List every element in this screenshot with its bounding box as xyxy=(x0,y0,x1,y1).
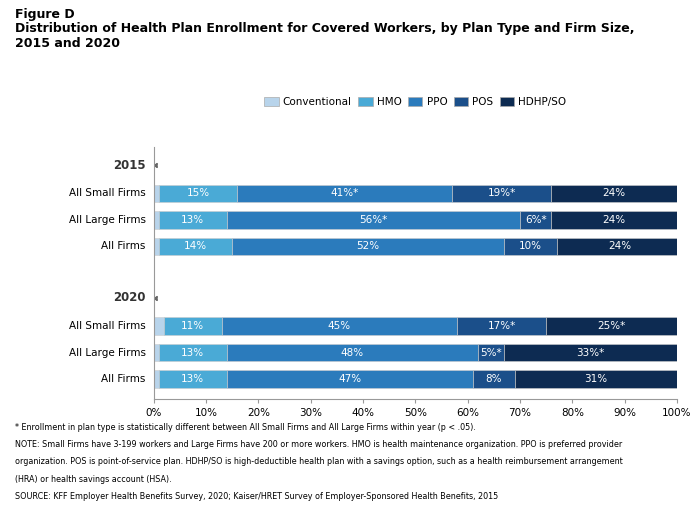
Text: 5%*: 5%* xyxy=(480,348,502,358)
Bar xyxy=(159,344,227,361)
Bar xyxy=(154,371,159,388)
Text: 8%: 8% xyxy=(486,374,502,384)
Bar xyxy=(159,371,227,388)
Bar xyxy=(515,371,677,388)
Text: 2020: 2020 xyxy=(113,291,146,304)
Text: 25%*: 25%* xyxy=(597,321,625,331)
Text: 24%: 24% xyxy=(602,215,626,225)
Text: 47%: 47% xyxy=(339,374,362,384)
Bar xyxy=(154,238,159,255)
Text: 52%: 52% xyxy=(357,242,380,251)
Text: 13%: 13% xyxy=(181,215,205,225)
Text: 31%: 31% xyxy=(584,374,607,384)
Bar xyxy=(154,185,159,202)
Bar xyxy=(227,371,473,388)
Bar xyxy=(452,185,551,202)
Text: 24%: 24% xyxy=(608,242,631,251)
Text: 11%: 11% xyxy=(181,321,205,331)
Text: All Firms: All Firms xyxy=(101,242,146,251)
Text: 19%*: 19%* xyxy=(488,188,516,198)
Bar xyxy=(154,344,159,361)
Text: 56%*: 56%* xyxy=(359,215,387,225)
Bar xyxy=(520,212,551,228)
Text: 10%: 10% xyxy=(519,242,542,251)
Bar xyxy=(478,344,504,361)
Bar xyxy=(154,318,164,334)
Bar xyxy=(164,318,222,334)
Text: 41%*: 41%* xyxy=(331,188,359,198)
Text: 24%: 24% xyxy=(602,188,626,198)
Bar xyxy=(457,318,546,334)
Bar xyxy=(237,185,452,202)
Text: 45%: 45% xyxy=(328,321,351,331)
Bar xyxy=(227,344,478,361)
Text: * Enrollment in plan type is statistically different between All Small Firms and: * Enrollment in plan type is statistical… xyxy=(15,423,476,432)
Bar xyxy=(227,212,520,228)
Text: 33%*: 33%* xyxy=(577,348,604,358)
Text: Figure D: Figure D xyxy=(15,8,75,21)
Bar xyxy=(159,212,227,228)
Bar xyxy=(504,238,557,255)
Legend: Conventional, HMO, PPO, POS, HDHP/SO: Conventional, HMO, PPO, POS, HDHP/SO xyxy=(260,93,571,111)
Text: (HRA) or health savings account (HSA).: (HRA) or health savings account (HSA). xyxy=(15,475,172,484)
Text: 17%*: 17%* xyxy=(488,321,516,331)
Bar xyxy=(159,185,237,202)
Bar xyxy=(154,212,159,228)
Text: 48%: 48% xyxy=(341,348,364,358)
Text: 2015 and 2020: 2015 and 2020 xyxy=(15,37,120,50)
Text: NOTE: Small Firms have 3-199 workers and Large Firms have 200 or more workers. H: NOTE: Small Firms have 3-199 workers and… xyxy=(15,440,623,449)
Text: 13%: 13% xyxy=(181,374,205,384)
Bar xyxy=(473,371,515,388)
Text: 13%: 13% xyxy=(181,348,205,358)
Text: All Small Firms: All Small Firms xyxy=(69,321,146,331)
Text: All Large Firms: All Large Firms xyxy=(68,348,146,358)
Text: Distribution of Health Plan Enrollment for Covered Workers, by Plan Type and Fir: Distribution of Health Plan Enrollment f… xyxy=(15,22,635,35)
Text: All Small Firms: All Small Firms xyxy=(69,188,146,198)
Bar xyxy=(551,212,677,228)
Text: 14%: 14% xyxy=(184,242,207,251)
Bar xyxy=(557,238,682,255)
Text: All Firms: All Firms xyxy=(101,374,146,384)
Text: 15%: 15% xyxy=(186,188,209,198)
Text: All Large Firms: All Large Firms xyxy=(68,215,146,225)
Bar xyxy=(546,318,677,334)
Bar xyxy=(551,185,677,202)
Bar xyxy=(159,238,232,255)
Text: 2015: 2015 xyxy=(113,159,146,172)
Text: organization. POS is point-of-service plan. HDHP/SO is high-deductible health pl: organization. POS is point-of-service pl… xyxy=(15,457,623,466)
Bar xyxy=(232,238,504,255)
Text: SOURCE: KFF Employer Health Benefits Survey, 2020; Kaiser/HRET Survey of Employe: SOURCE: KFF Employer Health Benefits Sur… xyxy=(15,492,498,501)
Bar xyxy=(504,344,677,361)
Text: 6%*: 6%* xyxy=(525,215,547,225)
Bar xyxy=(222,318,457,334)
